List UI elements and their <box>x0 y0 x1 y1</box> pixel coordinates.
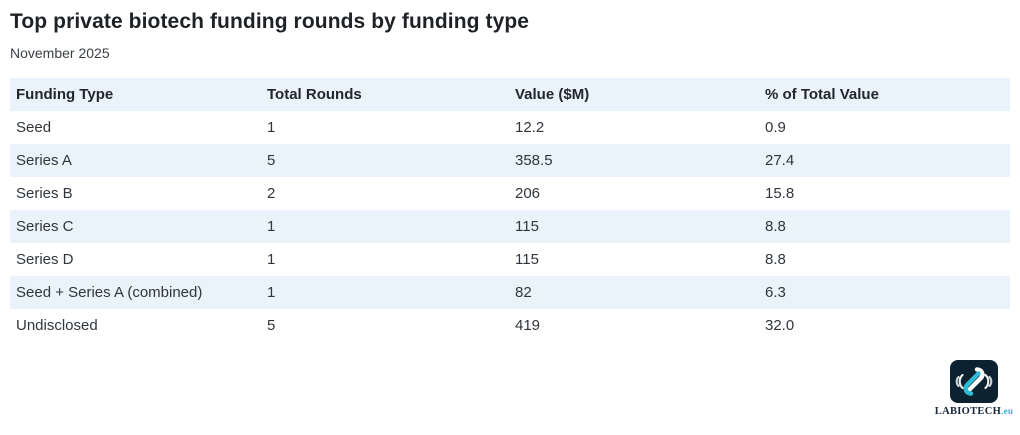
table-body: Seed 1 12.2 0.9 Series A 5 358.5 27.4 Series B 2 2… <box>10 111 1010 342</box>
table-row: Seed + Series A (combined) 1 82 6.3 <box>10 276 1010 309</box>
table-cell: Seed + Series A (combined) <box>16 284 203 301</box>
table-cell: 82 <box>515 284 532 301</box>
table-cell: 1 <box>267 284 276 301</box>
table-cell: 419 <box>515 317 541 334</box>
table-cell: 0.9 <box>765 119 786 136</box>
table-cell: 1 <box>267 119 276 136</box>
logo-brand-text: LABIOTECH <box>934 406 1002 417</box>
table-cell: 27.4 <box>765 152 795 169</box>
table-header-row: Funding Type Total Rounds Value ($M) % of T… <box>10 78 1010 111</box>
table-row: Series D 1 115 8.8 <box>10 243 1010 276</box>
table-header: Funding Type Total Rounds Value ($M) % of T… <box>10 78 1010 111</box>
table-cell: 358.5 <box>515 152 553 169</box>
table-cell: Series D <box>16 251 74 268</box>
table-row: Seed 1 12.2 0.9 <box>10 111 1010 144</box>
table-row: Undisclosed 5 419 32.0 <box>10 309 1010 342</box>
chart-subtitle: November 2025 <box>10 45 110 61</box>
table-cell: 15.8 <box>765 185 795 202</box>
chart-container: Top private biotech funding rounds by fu… <box>10 10 1010 342</box>
page-title: Top private biotech funding rounds by fu… <box>10 10 530 33</box>
table-cell: 5 <box>267 317 276 334</box>
logo-tld-text: .eu <box>1001 406 1014 416</box>
column-header: Total Rounds <box>267 86 362 103</box>
table-cell: 1 <box>267 251 276 268</box>
table-cell: Series C <box>16 218 74 235</box>
table-cell: 1 <box>267 218 276 235</box>
table-row: Series A 5 358.5 27.4 <box>10 144 1010 177</box>
table-cell: 5 <box>267 152 276 169</box>
table-cell: 6.3 <box>765 284 786 301</box>
column-header: Value ($M) <box>515 86 590 103</box>
table-cell: 206 <box>515 185 541 202</box>
labiotech-logo[interactable]: LABIOTECH.eu <box>935 360 1013 417</box>
labiotech-logo-icon <box>950 360 998 403</box>
table-cell: Series A <box>16 152 72 169</box>
table-cell: 2 <box>267 185 276 202</box>
table-cell: 32.0 <box>765 317 795 334</box>
table-cell: 8.8 <box>765 251 786 268</box>
column-header: Funding Type <box>16 86 114 103</box>
table-cell: 115 <box>515 251 539 268</box>
table-row: Series B 2 206 15.8 <box>10 177 1010 210</box>
table-row: Series C 1 115 8.8 <box>10 210 1010 243</box>
table-cell: 115 <box>515 218 539 235</box>
table-cell: Series B <box>16 185 73 202</box>
labiotech-logo-wordmark: LABIOTECH.eu <box>935 406 1013 417</box>
table-cell: 12.2 <box>515 119 545 136</box>
table-cell: Undisclosed <box>16 317 98 334</box>
table-cell: Seed <box>16 119 52 136</box>
column-header: % of Total Value <box>765 86 879 103</box>
table-cell: 8.8 <box>765 218 786 235</box>
funding-table: Funding Type Total Rounds Value ($M) % of T… <box>10 78 1010 342</box>
